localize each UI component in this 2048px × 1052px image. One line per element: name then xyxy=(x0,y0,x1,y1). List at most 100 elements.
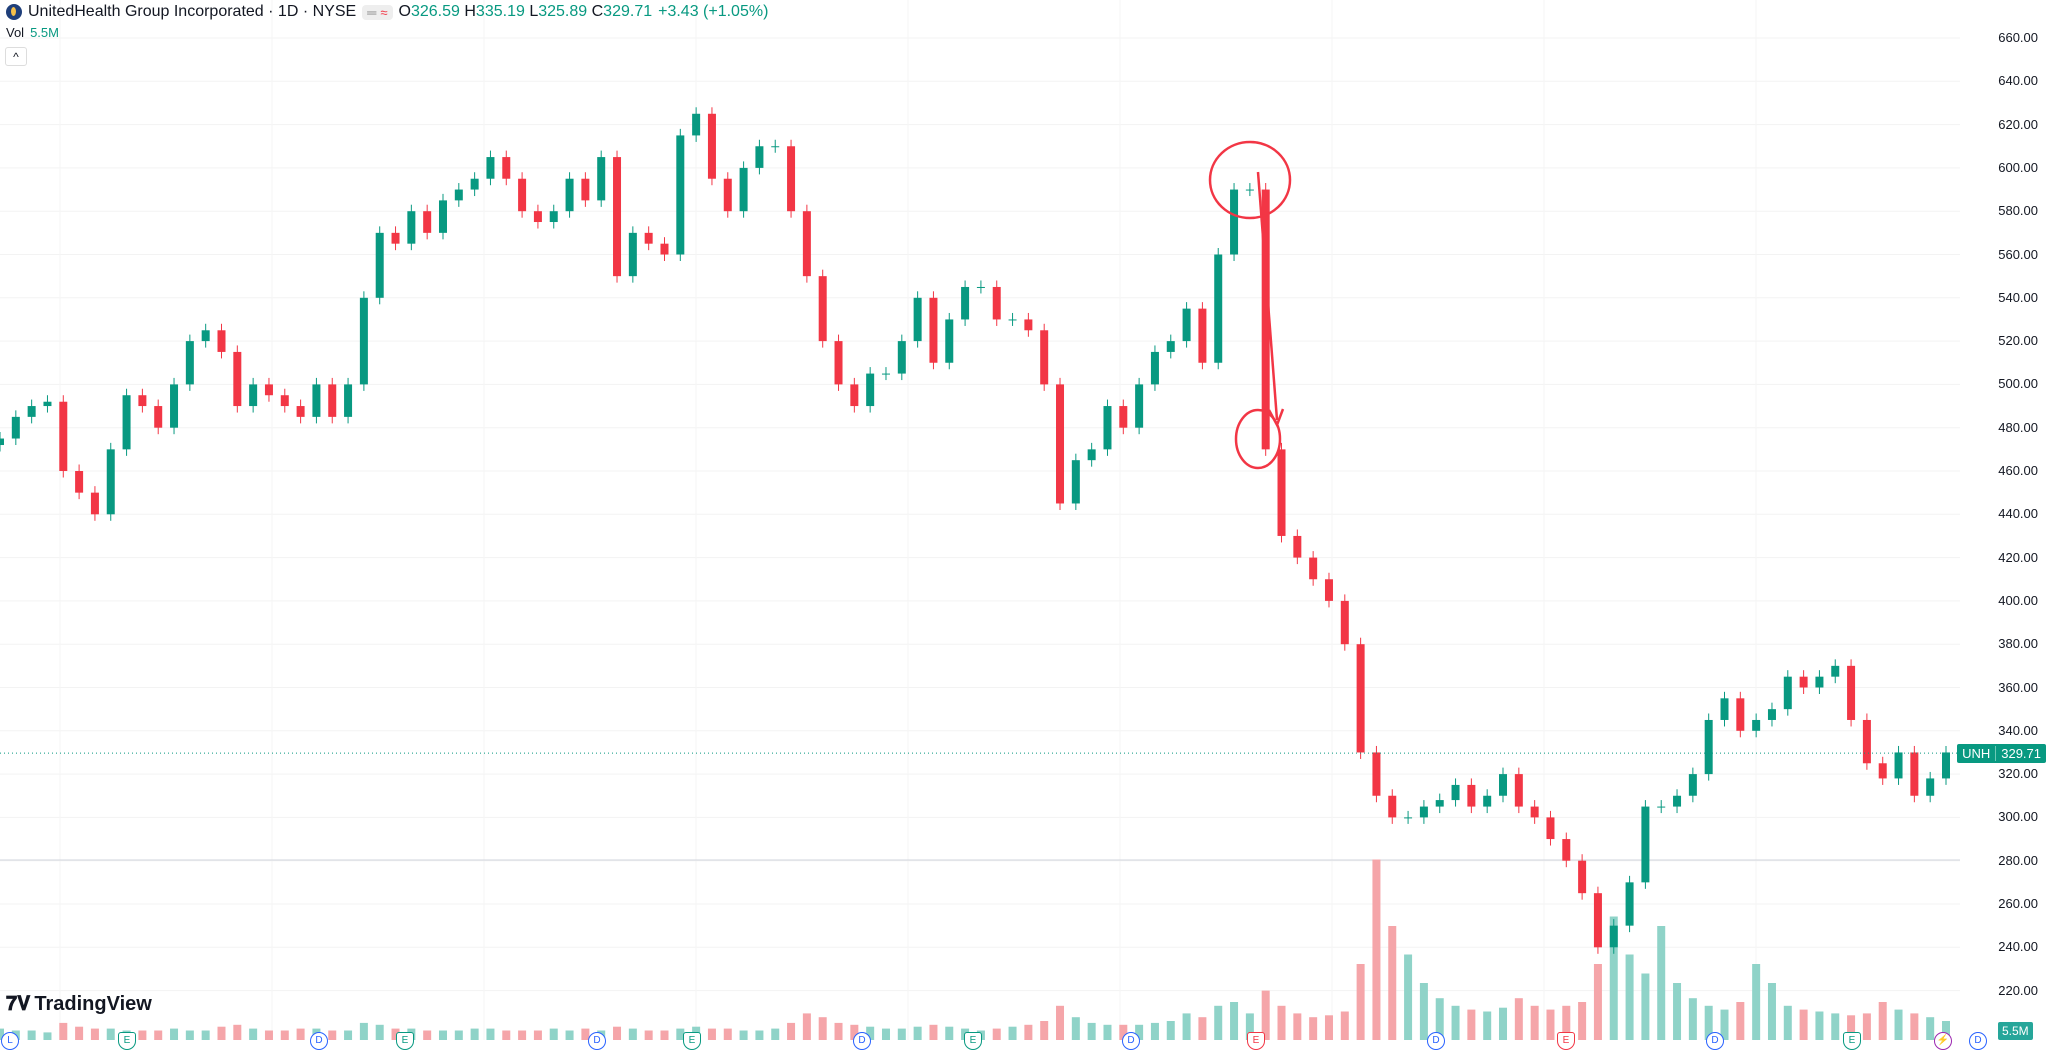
candle xyxy=(976,280,985,294)
volume-bar xyxy=(992,1028,1001,1040)
dividend-marker[interactable]: D xyxy=(1427,1032,1445,1050)
candle-body xyxy=(723,178,732,212)
minus-icon: ═ xyxy=(367,4,377,20)
volume-bar xyxy=(1214,1005,1223,1040)
volume-bar xyxy=(676,1028,685,1040)
candle-body xyxy=(1530,806,1539,818)
annotation-arrow[interactable] xyxy=(1256,171,1279,421)
candle-body xyxy=(913,297,922,342)
candle-body xyxy=(106,449,115,515)
volume-bar xyxy=(1309,1017,1318,1040)
volume-bar xyxy=(1483,1011,1492,1040)
volume-bar xyxy=(1878,1002,1887,1040)
candle-body xyxy=(375,232,384,298)
candle xyxy=(1673,789,1682,814)
candle-body xyxy=(1435,800,1444,807)
candle-body xyxy=(407,211,416,244)
candle-body xyxy=(1451,784,1460,801)
candle-body xyxy=(0,438,4,446)
annotation-circle-top[interactable] xyxy=(1208,140,1292,220)
candle xyxy=(1293,529,1302,565)
candle xyxy=(723,172,732,218)
volume-bar xyxy=(1688,998,1697,1040)
candle xyxy=(1546,810,1555,846)
candle-body xyxy=(1752,719,1761,731)
candle xyxy=(533,204,542,229)
dividend-marker[interactable]: D xyxy=(853,1032,871,1050)
candle-body xyxy=(897,341,906,374)
volume-bar xyxy=(454,1030,463,1040)
volume-bar xyxy=(1862,1013,1871,1040)
volume-bar xyxy=(1720,1009,1729,1040)
dividend-marker[interactable]: D xyxy=(1969,1032,1987,1050)
volume-bar xyxy=(0,1028,4,1040)
candle-body xyxy=(1150,351,1159,385)
candle-body xyxy=(1419,806,1428,818)
candle xyxy=(1245,183,1254,197)
candle xyxy=(375,226,384,305)
candle-body xyxy=(233,351,242,407)
earnings-marker[interactable]: E xyxy=(1247,1032,1265,1050)
volume-bar xyxy=(423,1030,432,1040)
candle xyxy=(43,395,52,413)
candle xyxy=(138,388,147,413)
volume-bar xyxy=(170,1028,179,1040)
volume-bar xyxy=(723,1028,732,1040)
candle-body xyxy=(818,276,827,342)
dividend-marker[interactable]: D xyxy=(588,1032,606,1050)
candle xyxy=(1372,745,1381,803)
volume-bar xyxy=(1087,1022,1096,1040)
earnings-marker[interactable]: E xyxy=(1557,1032,1575,1050)
tradingview-logo[interactable]: 𝟕𝐕 TradingView xyxy=(6,992,152,1016)
volume-bar xyxy=(897,1028,906,1040)
dividend-marker[interactable]: D xyxy=(310,1032,328,1050)
volume-bar xyxy=(375,1024,384,1040)
volume-bar xyxy=(929,1024,938,1040)
earnings-marker[interactable]: E xyxy=(118,1032,136,1050)
price-tick: 300.00 xyxy=(1998,809,2038,825)
candle xyxy=(170,377,179,435)
last-price-tag: UNH 329.71 xyxy=(1957,744,2046,763)
candle xyxy=(1641,800,1650,889)
earnings-marker[interactable]: E xyxy=(683,1032,701,1050)
indicator-pill[interactable]: ═ ≈ xyxy=(362,4,393,20)
symbol-title[interactable]: UnitedHealth Group Incorporated · 1D · N… xyxy=(28,3,357,20)
annotation-circle-gap[interactable] xyxy=(1234,408,1282,470)
news-marker[interactable]: ⚡ xyxy=(1934,1032,1952,1050)
candle-body xyxy=(1720,698,1729,720)
candle-body xyxy=(1309,557,1318,580)
candle xyxy=(27,399,36,424)
candle xyxy=(185,334,194,391)
volume-tag: 5.5M xyxy=(1998,1022,2033,1040)
candle-body xyxy=(217,330,226,352)
volume-bar xyxy=(1752,964,1761,1040)
candle-body xyxy=(264,384,273,396)
candle-body xyxy=(90,492,99,515)
candle-body xyxy=(1926,778,1935,796)
candle xyxy=(106,442,115,521)
collapse-legend-button[interactable]: ^ xyxy=(5,47,27,66)
candle xyxy=(280,388,289,413)
earnings-marker[interactable]: E xyxy=(396,1032,414,1050)
dividend-marker[interactable]: D xyxy=(1706,1032,1724,1050)
candle xyxy=(1404,810,1413,824)
candle xyxy=(1815,670,1824,694)
candle xyxy=(296,399,305,424)
volume-bar xyxy=(1546,1009,1555,1040)
volume-bar xyxy=(1404,954,1413,1040)
candle-body xyxy=(1894,752,1903,779)
volume-bar xyxy=(1467,1009,1476,1040)
split-marker[interactable]: L xyxy=(1,1032,19,1050)
candle xyxy=(1103,399,1112,456)
candle xyxy=(217,323,226,359)
earnings-marker[interactable]: E xyxy=(1843,1032,1861,1050)
volume-bar xyxy=(1198,1017,1207,1040)
annotations[interactable] xyxy=(1208,140,1292,470)
candle xyxy=(1435,793,1444,814)
dividend-marker[interactable]: D xyxy=(1122,1032,1140,1050)
candle-body xyxy=(1261,189,1270,450)
candle xyxy=(1040,323,1049,391)
volume-bar xyxy=(644,1030,653,1040)
earnings-marker[interactable]: E xyxy=(964,1032,982,1050)
